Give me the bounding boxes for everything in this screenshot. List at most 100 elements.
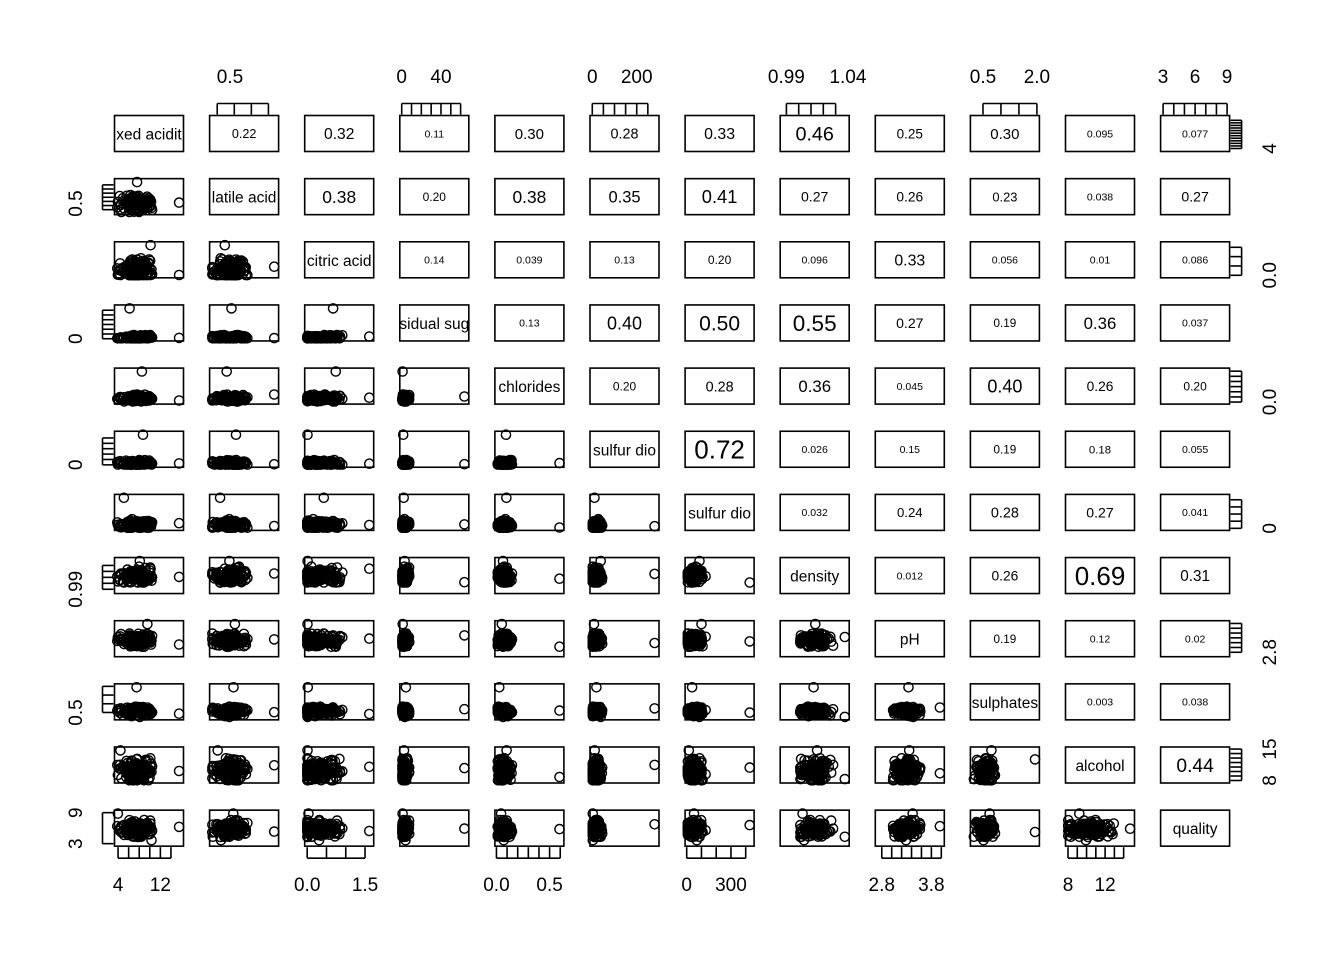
scatter-points	[397, 429, 470, 470]
panel-frame	[874, 430, 946, 469]
data-point	[129, 458, 140, 470]
correlation-value: 0.22	[232, 127, 257, 141]
correlation-value: 0.037	[1182, 318, 1208, 330]
panel-frame	[494, 114, 565, 153]
panel-2-4: 0.039	[494, 241, 565, 279]
variable-label: density	[790, 569, 839, 586]
data-point	[115, 265, 127, 276]
correlation-value: 0.095	[1087, 128, 1113, 140]
data-point	[173, 332, 185, 344]
correlation-value: 0.032	[802, 507, 828, 519]
panel-frame	[589, 177, 660, 216]
panel-5-9: 0.19	[969, 430, 1041, 469]
data-point	[224, 395, 236, 406]
correlation-value: 0.26	[896, 190, 923, 205]
panel-7-6	[682, 555, 756, 595]
data-point	[308, 571, 320, 583]
panel-3-0	[112, 303, 185, 344]
variable-label: chlorides	[498, 379, 560, 396]
scatter-points	[207, 492, 280, 534]
panel-frame	[1064, 430, 1136, 469]
data-point	[173, 458, 185, 469]
correlation-value: 0.69	[1075, 561, 1126, 591]
panel-5-3	[397, 429, 470, 470]
panel-2-0	[112, 239, 185, 281]
data-point	[397, 618, 409, 630]
scatter-points	[302, 429, 375, 470]
panel-7-2	[302, 555, 375, 595]
panel-7-11: 0.31	[1159, 556, 1231, 595]
scatter-points	[492, 429, 565, 470]
variable-label: sulfur dio	[688, 505, 751, 522]
correlation-value: 0.46	[795, 124, 834, 146]
panel-0-0: xed acidit	[113, 114, 185, 153]
correlation-value: 0.41	[702, 186, 738, 207]
panel-1-8: 0.26	[874, 177, 946, 216]
data-point	[224, 266, 236, 278]
panel-0-7: 0.46	[779, 114, 851, 153]
data-point	[459, 391, 470, 402]
data-point	[235, 266, 247, 278]
panel-2-3: 0.14	[398, 241, 470, 279]
data-point	[324, 516, 336, 528]
panel-6-5	[587, 492, 660, 534]
panel-6-2	[302, 492, 375, 534]
data-point	[137, 629, 149, 640]
panel-3-6: 0.50	[684, 304, 755, 342]
data-point	[125, 392, 136, 403]
data-point	[363, 331, 375, 342]
variable-label: citric acid	[307, 253, 372, 270]
data-point	[403, 458, 415, 469]
scatter-points	[587, 555, 660, 588]
correlation-value: 0.72	[694, 435, 745, 465]
correlation-value: 0.40	[987, 377, 1022, 397]
data-point	[495, 636, 507, 648]
panel-frame	[1159, 241, 1231, 279]
panel-frame	[494, 177, 565, 216]
data-point	[146, 204, 158, 216]
panel-2-9: 0.056	[969, 241, 1041, 279]
scatter-points	[682, 555, 756, 588]
panel-6-0	[112, 492, 185, 534]
scatter-points	[397, 366, 470, 407]
panel-3-2	[302, 303, 375, 344]
data-point	[324, 394, 336, 406]
data-point	[682, 572, 694, 584]
correlation-value: 0.096	[802, 255, 828, 267]
correlation-value: 0.32	[324, 126, 354, 143]
data-point	[397, 429, 409, 441]
panel-2-11: 0.086	[1159, 241, 1231, 279]
panel-frame	[1159, 430, 1231, 469]
panel-3-7: 0.55	[779, 304, 851, 342]
data-point	[142, 618, 153, 630]
data-point	[330, 577, 342, 588]
panel-0-10: 0.095	[1064, 114, 1136, 153]
data-point	[132, 330, 144, 342]
scatter-points	[587, 618, 660, 653]
data-point	[302, 633, 313, 645]
data-point	[397, 522, 409, 534]
panel-frame	[684, 177, 755, 216]
data-point	[207, 269, 218, 280]
data-point	[242, 522, 253, 534]
panel-1-2: 0.38	[303, 177, 375, 216]
panel-frame	[494, 367, 565, 405]
data-point	[139, 258, 151, 270]
data-point	[500, 459, 512, 470]
data-point	[397, 459, 409, 470]
data-point	[230, 516, 242, 528]
data-point	[139, 516, 151, 528]
data-point	[235, 458, 247, 470]
correlation-value: 0.012	[897, 570, 923, 582]
data-point	[330, 366, 342, 377]
data-point	[649, 568, 660, 580]
data-point	[117, 393, 129, 404]
panel-0-6: 0.33	[684, 114, 755, 153]
panel-frame	[684, 304, 755, 342]
scatter-points	[207, 239, 280, 281]
data-point	[223, 641, 234, 653]
data-point	[363, 458, 375, 470]
data-point	[136, 366, 148, 377]
panel-frame	[208, 177, 280, 216]
correlation-value: 0.077	[1182, 128, 1208, 140]
